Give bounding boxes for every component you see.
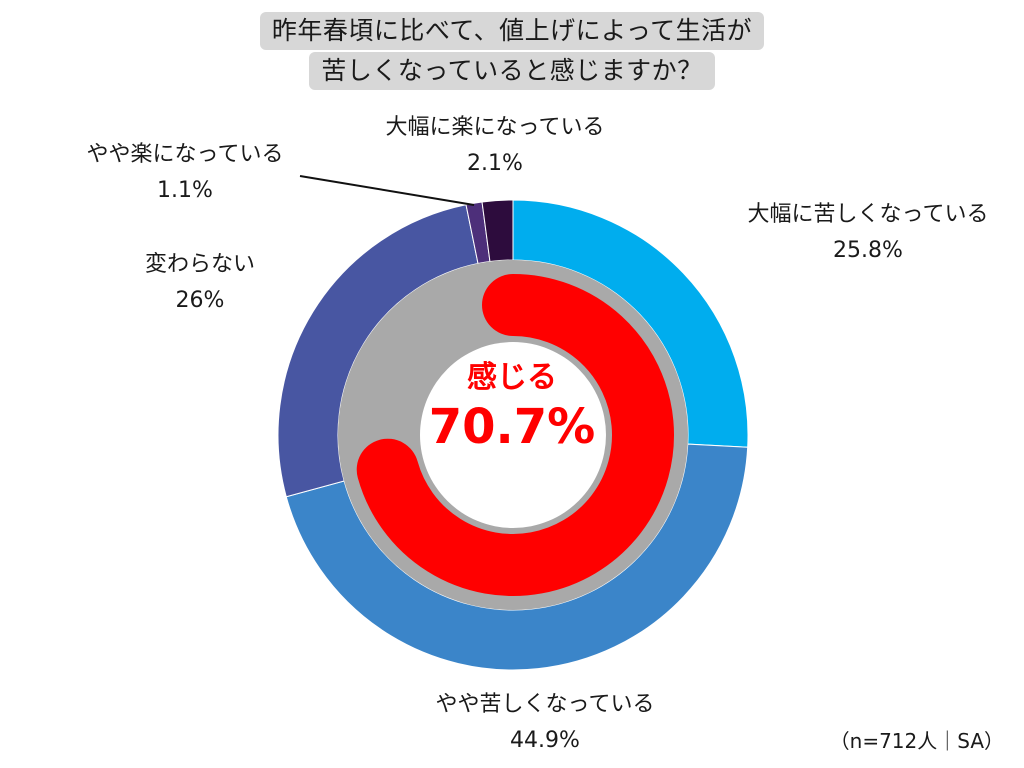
center-value: 70.7% — [428, 399, 596, 455]
chart-title-line-1: 昨年春頃に比べて、値上げによって生活が — [259, 12, 765, 50]
leader-line-slightly-easier — [299, 175, 475, 206]
label-somewhat-harder: やや苦しくなっている 44.9% — [395, 687, 695, 759]
label-no-change-value: 26% — [175, 288, 225, 313]
chart-title-line-2: 苦しくなっていると感じますか？ — [309, 52, 715, 90]
donut-hole — [420, 342, 606, 528]
center-label: 感じる — [467, 360, 557, 395]
label-slightly-easier-value: 1.1% — [157, 178, 213, 203]
label-much-easier: 大幅に楽になっている 2.1% — [350, 110, 640, 182]
label-much-harder: 大幅に苦しくなっている 25.8% — [718, 197, 1018, 269]
label-much-easier-value: 2.1% — [467, 151, 523, 176]
label-no-change-name: 変わらない — [144, 252, 255, 277]
label-much-harder-name: 大幅に苦しくなっている — [747, 202, 989, 227]
label-slightly-easier: やや楽になっている 1.1% — [50, 137, 320, 209]
inner-ring — [338, 260, 688, 610]
label-much-easier-name: 大幅に楽になっている — [385, 115, 605, 140]
label-no-change: 変わらない 26% — [100, 247, 300, 319]
sample-note: （n=712人｜SA） — [829, 729, 1004, 753]
label-somewhat-harder-name: やや苦しくなっている — [435, 692, 655, 717]
chart-title: 昨年春頃に比べて、値上げによって生活が 苦しくなっていると感じますか？ — [193, 12, 831, 92]
label-somewhat-harder-value: 44.9% — [510, 728, 580, 753]
label-much-harder-value: 25.8% — [833, 238, 903, 263]
inner-slice-feel — [356, 274, 674, 596]
outer-ring — [277, 199, 749, 671]
label-slightly-easier-name: やや楽になっている — [86, 142, 284, 167]
center-summary: 感じる 70.7% — [412, 358, 612, 456]
